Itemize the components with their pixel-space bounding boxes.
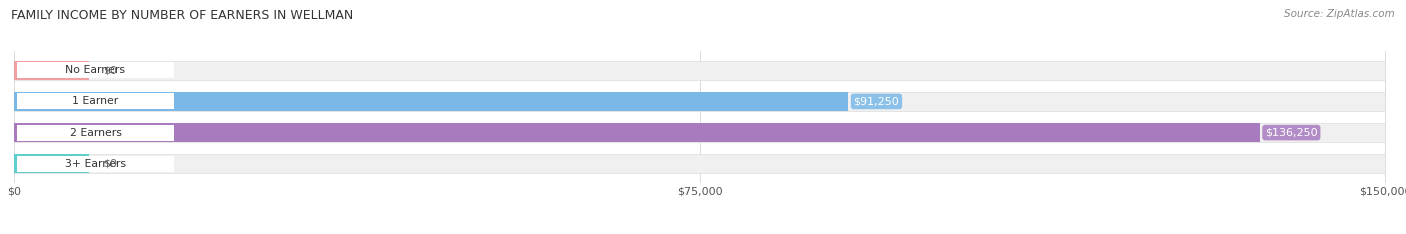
Text: $0: $0 bbox=[103, 65, 117, 75]
Text: Source: ZipAtlas.com: Source: ZipAtlas.com bbox=[1284, 9, 1395, 19]
Text: 1 Earner: 1 Earner bbox=[72, 96, 118, 106]
Bar bbox=[14, 61, 90, 80]
Text: 2 Earners: 2 Earners bbox=[69, 128, 121, 138]
Text: FAMILY INCOME BY NUMBER OF EARNERS IN WELLMAN: FAMILY INCOME BY NUMBER OF EARNERS IN WE… bbox=[11, 9, 353, 22]
Bar bbox=[14, 123, 1385, 142]
Text: No Earners: No Earners bbox=[66, 65, 125, 75]
Bar bbox=[14, 123, 1260, 142]
Text: $136,250: $136,250 bbox=[1265, 128, 1317, 138]
Bar bbox=[14, 92, 848, 111]
Text: $0: $0 bbox=[103, 159, 117, 169]
Bar bbox=[14, 61, 1385, 80]
Bar bbox=[14, 92, 1385, 111]
Bar bbox=[14, 154, 90, 173]
Bar bbox=[17, 125, 174, 141]
Bar bbox=[14, 154, 1385, 173]
Bar bbox=[17, 62, 174, 78]
Text: $91,250: $91,250 bbox=[853, 96, 900, 106]
Bar bbox=[17, 93, 174, 109]
Bar bbox=[17, 156, 174, 172]
Text: 3+ Earners: 3+ Earners bbox=[65, 159, 127, 169]
